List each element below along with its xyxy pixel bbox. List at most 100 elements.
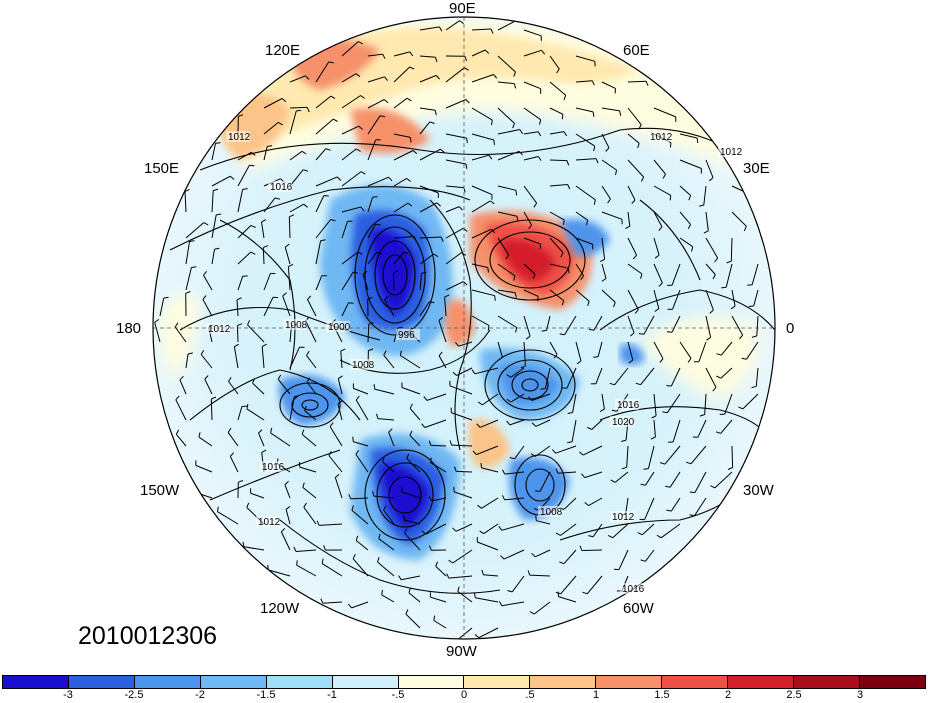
lon-label-180: 180 [116,320,141,337]
wind-barb-flag [667,332,672,333]
wind-barb-flag [488,268,489,273]
colorbar-cell [135,676,201,688]
colorbar-tick-label: 3 [857,689,863,701]
wind-barb-flag [697,138,698,143]
colorbar-cell [333,676,399,688]
colorbar-tick-label: 2 [725,689,731,701]
wind-barb-flag [670,195,671,200]
wind-barb [211,399,212,420]
colorbar-cell [69,676,135,688]
wind-barb [582,550,602,551]
wind-barb-flag [374,384,375,389]
lon-label-150e: 150E [144,160,179,177]
contour-label: 1012 [650,132,673,143]
contour-label: 1012 [228,132,251,143]
contour-label: 1016 [622,584,645,595]
wind-barb-flag [593,357,598,358]
wind-barb-flag [747,285,752,286]
lon-label-30e: 30E [743,160,770,177]
colorbar [2,675,926,689]
colorbar-ticks: -3 -2.5 -2 -1.5 -1 -.5 0 .5 1 1.5 2 2.5 3 [0,689,928,703]
wind-barb-flag [535,491,540,492]
lon-label-150w: 150W [140,482,179,499]
wind-barb-flag [488,326,489,331]
wind-barb-flag [690,492,695,493]
contour-label: 1016 [262,462,285,473]
wind-barb-flag [267,146,272,147]
colorbar-tick-label: -1 [327,689,337,701]
lon-label-120e: 120E [265,42,300,59]
colorbar-cell [596,676,662,688]
wind-barb-flag [495,296,496,301]
contour-label: 1020 [612,417,635,428]
colorbar-tick-label: 1.5 [654,689,669,701]
colorbar-tick-label: .5 [525,689,534,701]
colorbar-tick-label: -2.5 [125,689,144,701]
wind-barb [263,248,264,264]
lon-label-90w: 90W [446,643,477,660]
colorbar-cell [464,676,530,688]
wind-barb-flag [670,143,671,148]
contour-label: 1000 [328,322,351,333]
wind-barb-flag [296,110,301,111]
wind-barb [550,160,567,161]
wind-barb [431,445,446,446]
colorbar-tick-label: 1 [593,689,599,701]
wind-barb-flag [249,165,254,166]
wind-barb-flag [644,469,649,470]
contour-label: 1012 [208,324,231,335]
wind-barb-flag [542,330,547,331]
wind-barb-flag [481,463,482,468]
colorbar-tick-label: -1.5 [257,689,276,701]
contour-label: 1012 [720,147,743,158]
wind-barb [456,471,472,472]
contour-label: 1008 [540,507,563,518]
colorbar-cell [267,676,333,688]
wind-barb-flag [721,287,726,288]
lon-label-120w: 120W [260,600,299,617]
lon-label-90e: 90E [449,0,476,17]
wind-barb-flag [404,515,405,520]
lon-label-60w: 60W [623,600,654,617]
colorbar-tick-label: -.5 [392,689,405,701]
contour-label: 1016 [270,182,293,193]
colorbar-tick-label: -3 [63,689,73,701]
wind-barb-flag [536,516,537,521]
wind-barb-flag [494,140,495,145]
wind-barb [289,217,290,238]
contour-label: 1012 [258,517,281,528]
timestamp-label: 2010012306 [78,622,217,651]
colorbar-tick-label: -2 [195,689,205,701]
wind-barb-flag [516,190,517,195]
wind-barb [732,446,733,468]
contour-label: 1016 [617,400,640,411]
colorbar-cell [3,676,69,688]
wind-barb-flag [297,560,298,565]
lon-label-60e: 60E [623,42,650,59]
lon-label-30w: 30W [743,482,774,499]
wind-barb [394,273,395,290]
colorbar-cell [201,676,267,688]
contour-label: 1008 [285,320,308,331]
wind-barb-flag [191,267,196,268]
wind-barb-flag [376,224,381,225]
colorbar-cell [794,676,860,688]
wind-barb-flag [568,268,569,273]
colorbar-cell [728,676,794,688]
wind-barb-flag [564,220,565,225]
wind-barb-flag [749,306,754,307]
colorbar-cell [860,676,925,688]
wind-barb-flag [349,303,354,304]
wind-barb-flag [639,334,644,335]
wind-barb [731,238,732,261]
colorbar-cell [399,676,465,688]
contour-label: 1012 [612,512,635,523]
wind-barb [290,107,307,108]
contour-label: 1008 [352,360,375,371]
colorbar-cell [662,676,728,688]
contour-label: 996 [398,330,415,341]
colorbar-tick-label: 2.5 [786,689,801,701]
colorbar-cell [530,676,596,688]
colorbar-tick-label: 0 [461,689,467,701]
